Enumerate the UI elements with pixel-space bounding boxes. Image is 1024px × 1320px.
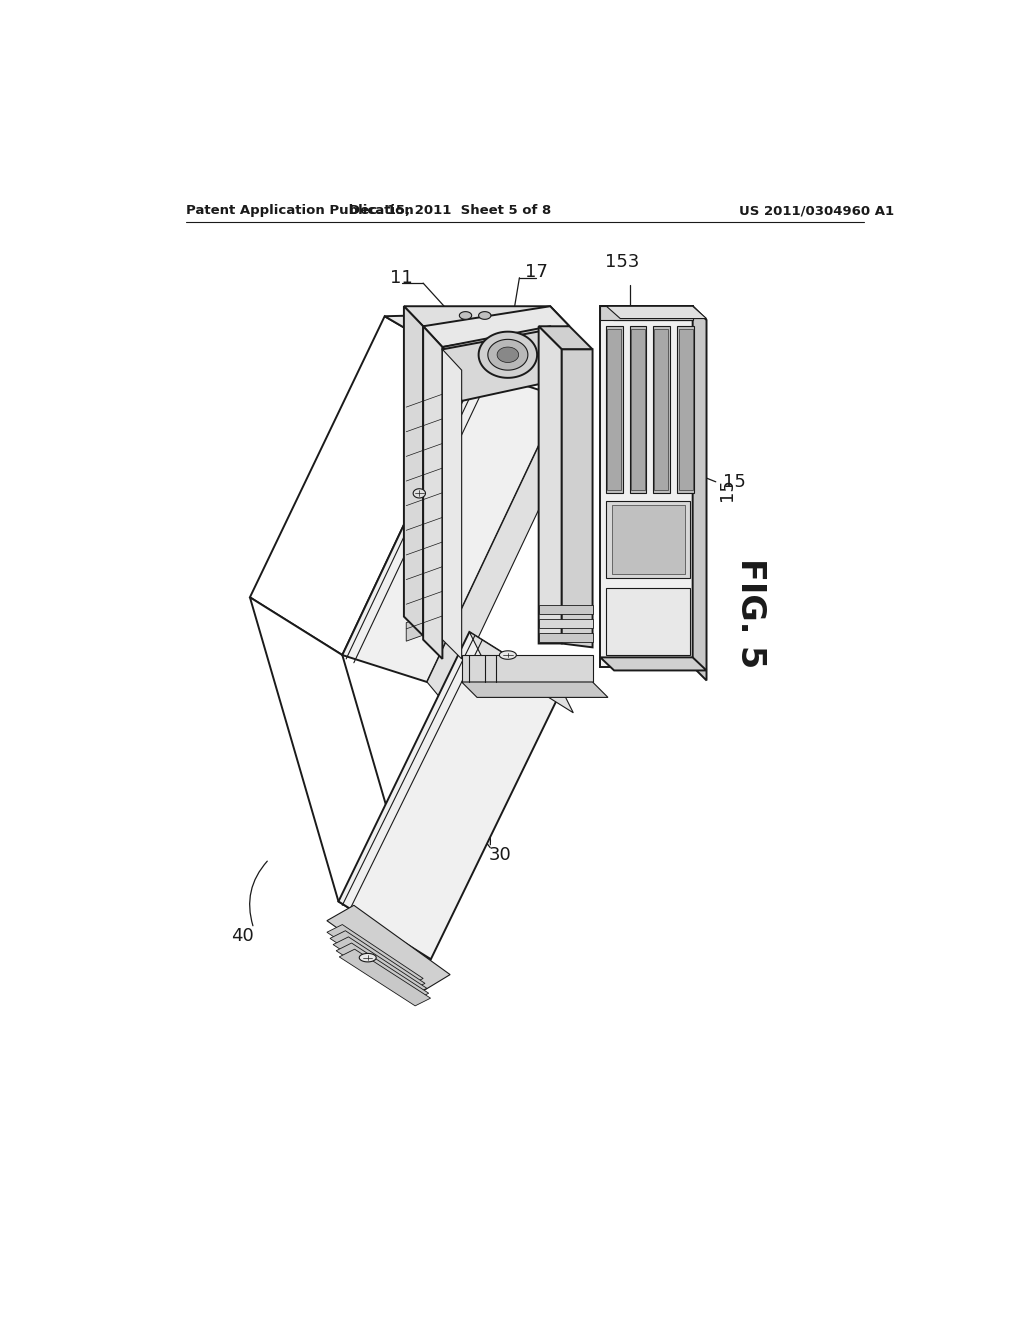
- Polygon shape: [600, 306, 692, 321]
- Polygon shape: [339, 949, 430, 1006]
- Text: 17: 17: [525, 264, 548, 281]
- Text: 15: 15: [724, 473, 746, 491]
- Polygon shape: [460, 312, 472, 319]
- Polygon shape: [600, 306, 692, 667]
- Polygon shape: [339, 632, 562, 960]
- Text: 40: 40: [230, 927, 254, 945]
- Polygon shape: [677, 326, 694, 494]
- Polygon shape: [403, 326, 423, 636]
- Polygon shape: [423, 326, 442, 659]
- Polygon shape: [469, 632, 573, 713]
- Text: 15: 15: [660, 482, 679, 504]
- Polygon shape: [385, 313, 562, 370]
- Polygon shape: [462, 655, 593, 682]
- Text: 15: 15: [718, 478, 736, 500]
- Polygon shape: [333, 937, 427, 997]
- Polygon shape: [330, 931, 425, 991]
- Polygon shape: [407, 480, 460, 517]
- Polygon shape: [427, 397, 581, 705]
- Polygon shape: [654, 330, 668, 490]
- Text: 153: 153: [629, 302, 647, 338]
- Text: 11: 11: [390, 269, 413, 286]
- Polygon shape: [442, 350, 462, 659]
- Polygon shape: [539, 619, 593, 628]
- Text: 153: 153: [604, 253, 639, 272]
- Polygon shape: [336, 942, 429, 1001]
- Polygon shape: [407, 579, 460, 616]
- Text: US 2011/0304960 A1: US 2011/0304960 A1: [739, 205, 894, 218]
- Text: FIG. 5: FIG. 5: [734, 557, 767, 668]
- Polygon shape: [611, 506, 685, 574]
- Polygon shape: [407, 506, 460, 543]
- Polygon shape: [487, 339, 528, 370]
- Polygon shape: [407, 407, 460, 444]
- Polygon shape: [327, 924, 423, 986]
- Polygon shape: [359, 953, 376, 962]
- Polygon shape: [607, 330, 621, 490]
- Polygon shape: [423, 306, 569, 347]
- Polygon shape: [605, 326, 623, 494]
- Polygon shape: [562, 350, 593, 647]
- Polygon shape: [407, 529, 460, 568]
- Polygon shape: [413, 488, 425, 498]
- Polygon shape: [327, 906, 451, 990]
- Polygon shape: [250, 317, 477, 655]
- Polygon shape: [462, 682, 608, 697]
- Polygon shape: [600, 657, 707, 671]
- Polygon shape: [497, 347, 518, 363]
- Polygon shape: [407, 603, 460, 642]
- Polygon shape: [539, 326, 562, 644]
- Polygon shape: [403, 306, 569, 326]
- Polygon shape: [631, 330, 645, 490]
- Polygon shape: [652, 326, 670, 494]
- Polygon shape: [442, 330, 569, 401]
- Polygon shape: [600, 306, 707, 321]
- Polygon shape: [606, 502, 689, 578]
- Polygon shape: [630, 326, 646, 494]
- Polygon shape: [606, 306, 707, 318]
- Polygon shape: [407, 430, 460, 469]
- Polygon shape: [539, 326, 593, 350]
- Text: Patent Application Publication: Patent Application Publication: [186, 205, 414, 218]
- Polygon shape: [500, 651, 516, 659]
- Polygon shape: [250, 598, 431, 960]
- Polygon shape: [342, 370, 562, 682]
- Polygon shape: [478, 312, 490, 319]
- Polygon shape: [606, 589, 689, 655]
- Polygon shape: [442, 326, 569, 368]
- Polygon shape: [478, 331, 538, 378]
- Polygon shape: [407, 381, 460, 420]
- Polygon shape: [539, 605, 593, 614]
- Polygon shape: [407, 554, 460, 591]
- Polygon shape: [407, 455, 460, 494]
- Text: Dec. 15, 2011  Sheet 5 of 8: Dec. 15, 2011 Sheet 5 of 8: [349, 205, 551, 218]
- Polygon shape: [679, 330, 692, 490]
- Polygon shape: [403, 306, 423, 636]
- Text: 30: 30: [488, 846, 512, 865]
- Polygon shape: [692, 306, 707, 681]
- Polygon shape: [539, 632, 593, 642]
